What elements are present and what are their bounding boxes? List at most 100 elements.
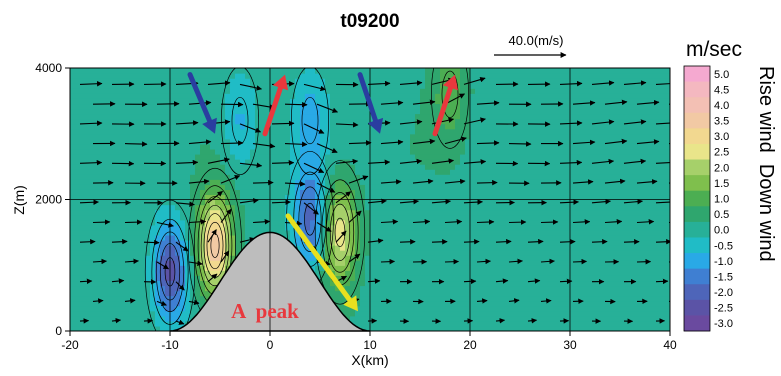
field-cell <box>440 153 446 160</box>
field-cell <box>515 118 521 125</box>
field-cell <box>215 138 221 145</box>
field-cell <box>390 103 396 110</box>
field-cell <box>95 245 101 251</box>
field-cell <box>435 270 441 276</box>
field-cell <box>470 325 476 331</box>
field-cell <box>280 214 286 221</box>
field-cell <box>475 255 481 261</box>
field-cell <box>305 113 311 120</box>
field-cell <box>120 133 126 140</box>
field-cell <box>530 138 536 145</box>
field-cell <box>445 159 451 165</box>
field-cell <box>405 290 411 297</box>
field-cell <box>250 143 256 150</box>
field-cell <box>440 234 446 241</box>
field-cell <box>350 229 356 236</box>
field-cell <box>455 128 461 135</box>
field-cell <box>100 143 106 150</box>
field-cell <box>295 245 301 251</box>
field-cell <box>535 68 541 74</box>
field-cell <box>125 174 131 180</box>
field-cell <box>165 280 171 287</box>
field-cell <box>240 128 246 135</box>
field-cell <box>310 143 316 150</box>
field-cell <box>535 300 541 307</box>
field-cell <box>265 194 271 201</box>
field-cell <box>485 275 491 282</box>
field-cell <box>450 255 456 261</box>
field-cell <box>520 83 526 89</box>
field-cell <box>180 194 186 201</box>
field-cell <box>180 204 186 211</box>
field-cell <box>290 239 296 246</box>
field-cell <box>80 204 86 211</box>
field-cell <box>165 199 171 206</box>
field-cell <box>510 123 516 130</box>
field-cell <box>385 68 391 74</box>
field-cell <box>525 179 531 185</box>
field-cell <box>75 153 81 160</box>
field-cell <box>130 260 136 266</box>
field-cell <box>370 214 376 221</box>
field-cell <box>330 78 336 84</box>
field-cell <box>75 138 81 145</box>
field-cell <box>235 123 241 130</box>
field-cell <box>445 239 451 246</box>
field-cell <box>170 199 176 206</box>
field-cell <box>305 189 311 196</box>
field-cell <box>510 133 516 140</box>
field-cell <box>175 133 181 140</box>
field-cell <box>85 153 91 160</box>
field-cell <box>345 229 351 236</box>
field-cell <box>170 128 176 135</box>
field-cell <box>335 219 341 226</box>
field-cell <box>400 260 406 266</box>
field-cell <box>305 153 311 160</box>
field-cell <box>205 209 211 216</box>
field-cell <box>195 118 201 125</box>
field-cell <box>545 68 551 74</box>
field-cell <box>480 128 486 135</box>
field-cell <box>375 300 381 307</box>
field-cell <box>375 88 381 94</box>
field-cell <box>85 194 91 201</box>
field-cell <box>100 133 106 140</box>
field-cell <box>180 128 186 135</box>
field-cell <box>525 88 531 94</box>
field-cell <box>445 209 451 216</box>
field-cell <box>300 184 306 190</box>
field-cell <box>100 148 106 155</box>
field-cell <box>540 148 546 155</box>
field-cell <box>385 270 391 276</box>
field-cell <box>460 270 466 276</box>
field-cell <box>395 255 401 261</box>
field-cell <box>470 310 476 317</box>
field-cell <box>450 260 456 266</box>
field-cell <box>190 275 196 282</box>
field-cell <box>310 73 316 79</box>
field-cell <box>240 73 246 79</box>
field-cell <box>465 204 471 211</box>
field-cell <box>370 68 376 74</box>
field-cell <box>535 189 541 196</box>
field-cell <box>480 209 486 216</box>
field-cell <box>360 280 366 287</box>
field-cell <box>300 153 306 160</box>
field-cell <box>340 98 346 105</box>
field-cell <box>480 83 486 89</box>
field-cell <box>340 123 346 130</box>
field-cell <box>165 315 171 322</box>
field-cell <box>525 265 531 271</box>
field-cell <box>115 128 121 135</box>
field-cell <box>375 93 381 99</box>
field-cell <box>100 98 106 105</box>
field-cell <box>420 148 426 155</box>
field-cell <box>395 224 401 231</box>
field-cell <box>360 103 366 110</box>
field-cell <box>375 250 381 256</box>
field-cell <box>295 143 301 150</box>
field-cell <box>510 275 516 282</box>
field-cell <box>260 229 266 236</box>
field-cell <box>455 229 461 236</box>
field-cell <box>515 179 521 185</box>
